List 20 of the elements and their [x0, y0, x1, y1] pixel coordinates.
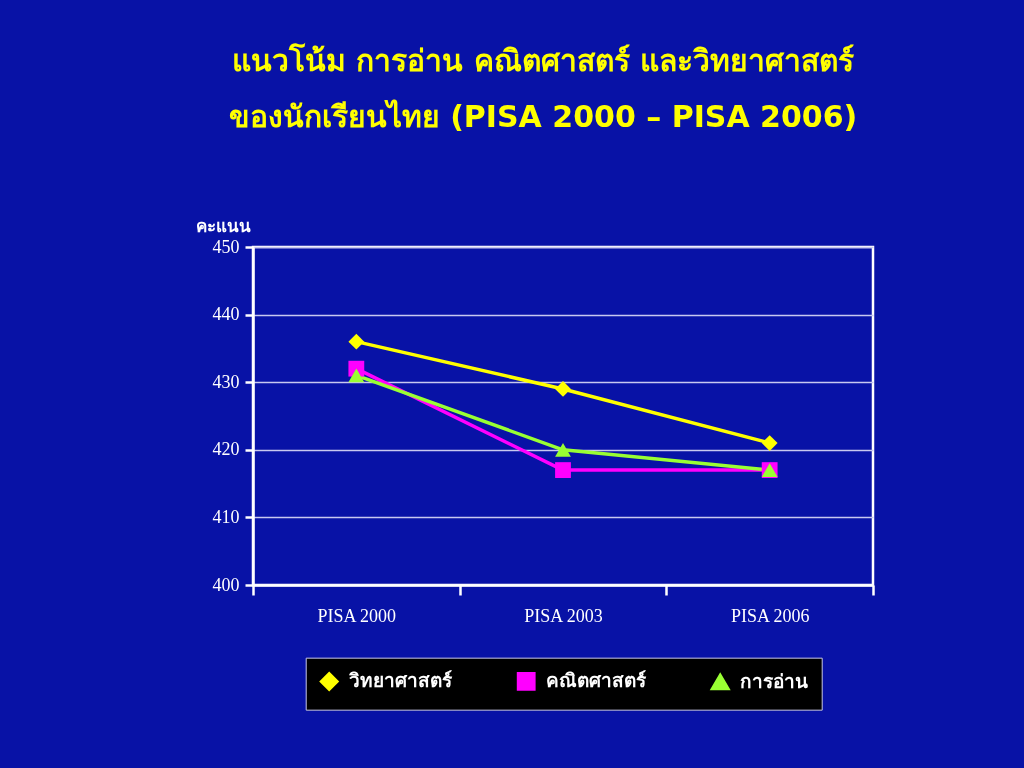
- x-tick-label: PISA 2006: [730, 605, 810, 626]
- y-tick-label: 400: [212, 574, 240, 595]
- y-tick-label: 420: [212, 439, 240, 460]
- point: [555, 381, 571, 397]
- y-tick-label: 450: [212, 236, 240, 257]
- x-tick-label: PISA 2003: [524, 605, 603, 626]
- y-axis-title: คะแนน: [195, 215, 251, 236]
- point: [761, 435, 778, 451]
- legend-label: วิทยาศาสตร์: [348, 669, 453, 692]
- x-tick-label: PISA 2000: [317, 605, 397, 626]
- legend-label: การอ่าน: [739, 670, 808, 692]
- y-tick-label: 410: [212, 506, 240, 527]
- y-tick-label: 440: [212, 304, 240, 325]
- point: [555, 462, 571, 478]
- point: [348, 333, 365, 350]
- legend-label: คณิตศาสตร์: [545, 669, 647, 692]
- point: [348, 368, 365, 383]
- chart-title: แนวโน้ม การอ่าน คณิตศาสตร์ และวิทยาศาสตร์ ของนักเรียนไทย (PISA 2000 – PISA 2006): [228, 42, 858, 134]
- y-tick-label: 430: [212, 371, 240, 392]
- point: [555, 442, 571, 457]
